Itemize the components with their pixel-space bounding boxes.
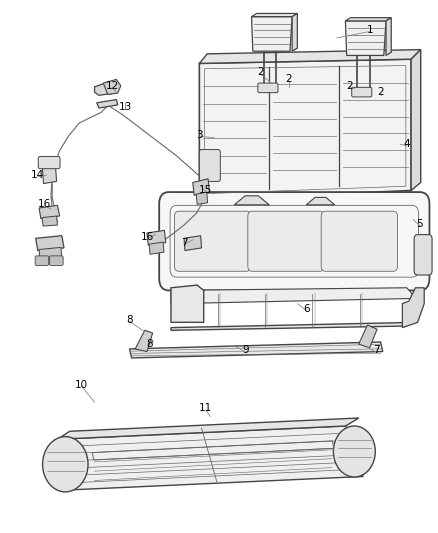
FancyBboxPatch shape (199, 150, 220, 181)
Polygon shape (193, 179, 209, 195)
Text: 10: 10 (75, 379, 88, 390)
Text: 2: 2 (257, 68, 264, 77)
FancyBboxPatch shape (159, 192, 429, 290)
Polygon shape (39, 205, 60, 219)
Polygon shape (97, 100, 118, 108)
Polygon shape (411, 50, 421, 190)
FancyBboxPatch shape (414, 235, 432, 275)
Polygon shape (171, 285, 204, 322)
Text: 2: 2 (346, 81, 353, 91)
Polygon shape (57, 426, 363, 490)
FancyBboxPatch shape (35, 256, 49, 265)
FancyBboxPatch shape (258, 83, 278, 93)
Polygon shape (292, 13, 297, 51)
Circle shape (42, 437, 88, 492)
Polygon shape (135, 330, 152, 352)
Text: 11: 11 (199, 403, 212, 414)
Polygon shape (147, 230, 166, 245)
Polygon shape (95, 82, 114, 95)
Text: 7: 7 (181, 238, 187, 247)
FancyBboxPatch shape (248, 211, 324, 271)
Text: 1: 1 (366, 25, 373, 35)
Polygon shape (386, 18, 391, 55)
Text: 13: 13 (119, 102, 132, 112)
Polygon shape (346, 21, 386, 55)
Text: 6: 6 (303, 304, 310, 314)
Text: 16: 16 (140, 232, 154, 243)
Polygon shape (346, 18, 391, 21)
Text: 14: 14 (31, 170, 44, 180)
Text: 16: 16 (38, 199, 51, 209)
Text: 2: 2 (377, 87, 384, 97)
Text: 12: 12 (106, 81, 119, 91)
FancyBboxPatch shape (321, 211, 398, 271)
Text: 7: 7 (373, 345, 379, 356)
Polygon shape (42, 216, 57, 226)
Polygon shape (306, 197, 335, 205)
Text: 4: 4 (403, 139, 410, 149)
Polygon shape (251, 13, 297, 17)
Polygon shape (234, 196, 269, 205)
Polygon shape (196, 192, 208, 204)
Text: 8: 8 (126, 314, 133, 325)
Polygon shape (130, 342, 383, 358)
FancyBboxPatch shape (174, 211, 251, 271)
FancyBboxPatch shape (49, 256, 63, 265)
Polygon shape (359, 325, 377, 348)
Text: 3: 3 (196, 130, 203, 140)
Polygon shape (199, 50, 421, 63)
Polygon shape (171, 288, 417, 304)
Polygon shape (403, 288, 424, 328)
Polygon shape (199, 59, 411, 200)
Polygon shape (171, 298, 417, 330)
Text: 8: 8 (146, 338, 152, 349)
Polygon shape (103, 79, 121, 94)
Polygon shape (149, 242, 164, 254)
Polygon shape (39, 247, 62, 261)
Circle shape (333, 426, 375, 477)
Polygon shape (184, 236, 201, 251)
FancyBboxPatch shape (352, 87, 372, 97)
Text: 2: 2 (286, 75, 292, 84)
Polygon shape (35, 236, 64, 251)
Polygon shape (57, 418, 359, 439)
FancyBboxPatch shape (38, 157, 60, 168)
Text: 9: 9 (242, 345, 248, 355)
Text: 5: 5 (417, 219, 423, 229)
Polygon shape (42, 163, 57, 183)
Polygon shape (251, 17, 292, 51)
Text: 15: 15 (199, 185, 212, 196)
